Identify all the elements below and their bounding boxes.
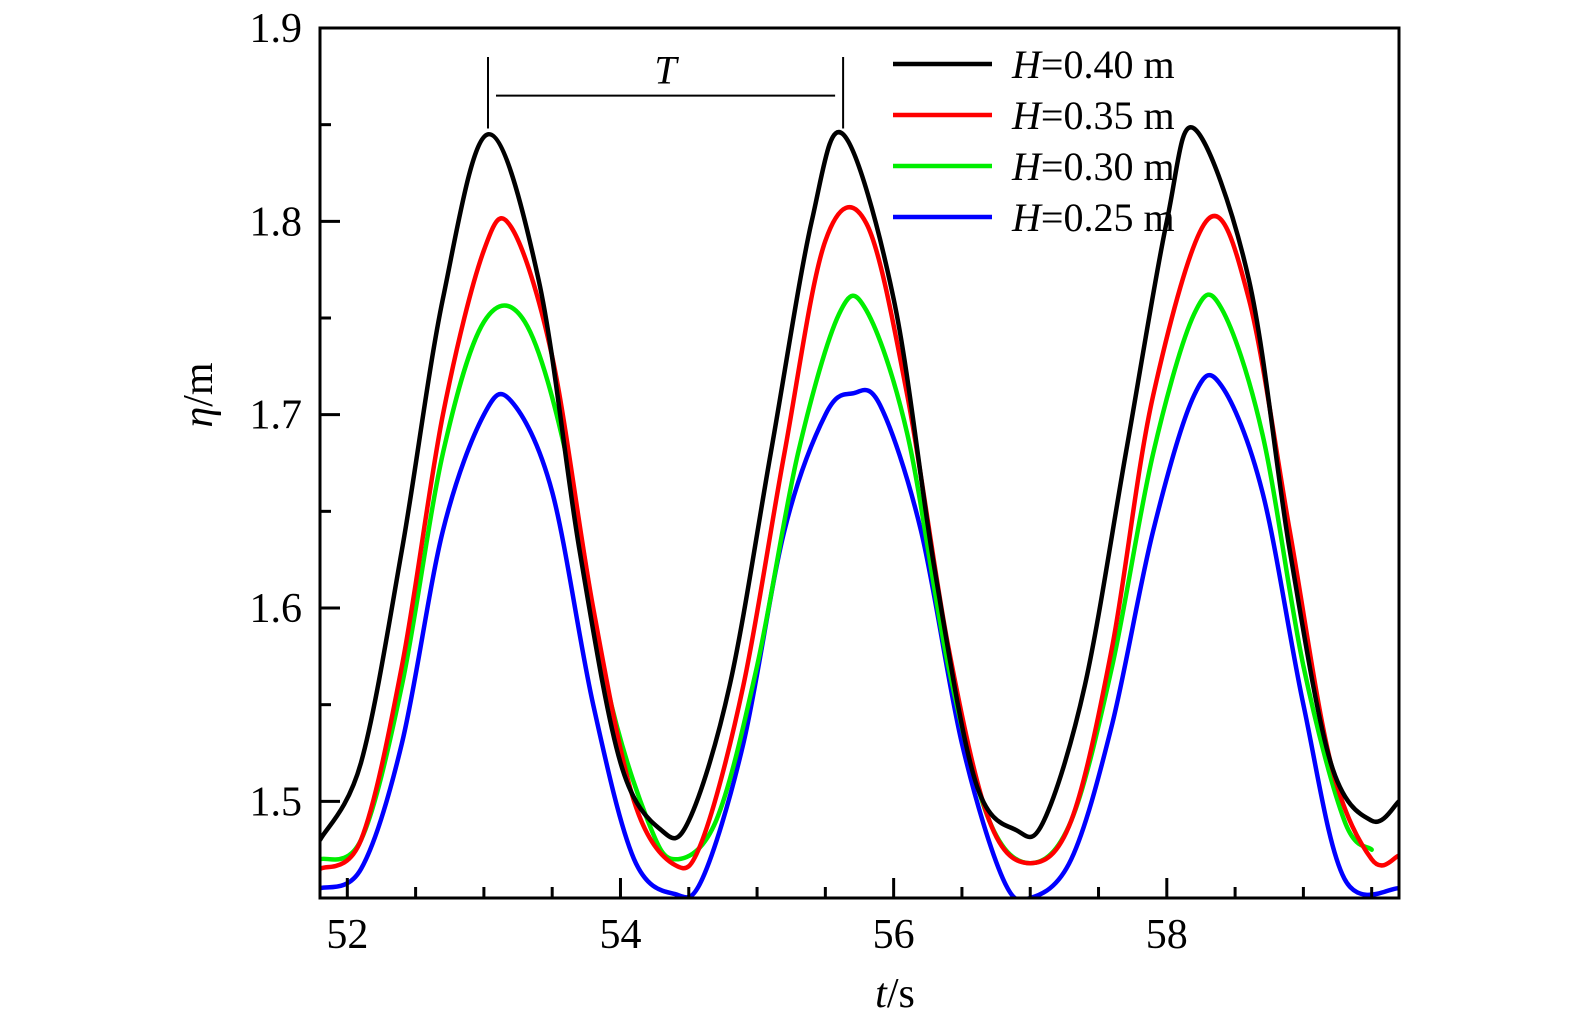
legend-label-1: H=0.35 m [1011, 93, 1175, 138]
y-tick-label-3: 1.8 [250, 199, 303, 245]
x-tick-label-1: 54 [599, 912, 641, 958]
period-annotation: T [486, 48, 845, 129]
legend-label-2: H=0.30 m [1011, 144, 1175, 189]
y-tick-label-4: 1.9 [250, 6, 303, 52]
legend-var-2: H [1011, 144, 1043, 189]
legend-var-0: H [1011, 42, 1043, 87]
series-line-1 [320, 205, 1399, 872]
y-axis-label-unit: /m [176, 362, 222, 407]
x-tick-label-3: 58 [1146, 912, 1188, 958]
legend-label-3: H=0.25 m [1011, 195, 1175, 240]
legend-value-3: =0.25 m [1041, 195, 1175, 240]
legend-value-0: =0.40 m [1041, 42, 1175, 87]
x-tick-label-2: 56 [873, 912, 915, 958]
y-tick-label-1: 1.6 [250, 586, 303, 632]
legend-value-1: =0.35 m [1041, 93, 1175, 138]
series-line-3 [320, 373, 1399, 898]
legend: H=0.40 mH=0.35 mH=0.30 mH=0.25 m [893, 42, 1175, 240]
x-axis-label-var: t [875, 971, 888, 1017]
plot-frame [318, 26, 1401, 900]
x-axis-label-unit: /s [887, 971, 915, 1017]
x-axis-label: t/s [875, 971, 915, 1017]
legend-label-0: H=0.40 m [1011, 42, 1175, 87]
legend-value-2: =0.30 m [1041, 144, 1175, 189]
y-axis-label-var: η [176, 407, 222, 428]
y-tick-label-2: 1.7 [250, 393, 303, 439]
ticks-layer: 52 54 56 58 1.5 1.6 1.7 1.8 1.9 [250, 6, 1374, 958]
series-layer [320, 125, 1399, 898]
period-label: T [654, 48, 679, 93]
legend-var-3: H [1011, 195, 1043, 240]
x-tick-label-0: 52 [326, 912, 368, 958]
y-axis-label: η/m [176, 362, 222, 428]
series-line-0 [320, 125, 1399, 843]
y-tick-label-0: 1.5 [250, 779, 303, 825]
legend-var-1: H [1011, 93, 1043, 138]
series-line-2 [320, 292, 1374, 866]
